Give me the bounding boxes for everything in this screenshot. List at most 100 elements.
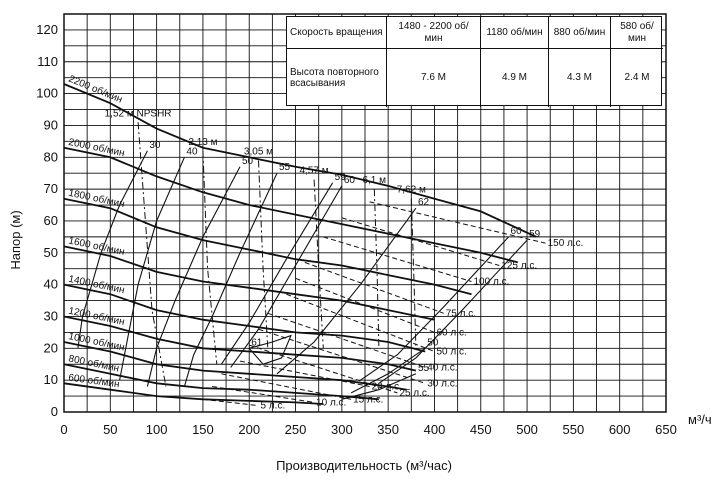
power-line-label: 30 л.с. <box>427 378 457 389</box>
y-tick-label: 20 <box>44 340 58 355</box>
table-speed-1: 1480 - 2200 об/мин <box>387 17 481 49</box>
y-tick-label: 120 <box>36 22 58 37</box>
efficiency-curve <box>360 236 510 381</box>
x-tick-label: 650 <box>655 422 677 437</box>
x-tick-label: 400 <box>424 422 446 437</box>
speed-curve <box>63 341 407 391</box>
speed-curve-label: 1800 об/мин <box>67 187 125 210</box>
npshr-label: 6,1 м <box>362 175 386 186</box>
y-tick-label: 30 <box>44 308 58 323</box>
efficiency-curve <box>183 172 278 387</box>
efficiency-label: 60 <box>344 175 356 186</box>
x-tick-label: 550 <box>563 422 585 437</box>
efficiency-curve <box>77 150 148 349</box>
power-line-label: 15 л.с. <box>353 394 383 405</box>
power-line-label: 150 л.с. <box>548 238 584 249</box>
y-tick-label: 90 <box>44 117 58 132</box>
table-speed-2: 1180 об/мин <box>481 17 549 49</box>
power-line-label: 40 л.с. <box>427 362 457 373</box>
efficiency-label: 59 <box>529 229 541 240</box>
efficiency-label: 55 <box>279 162 291 173</box>
npshr-line <box>137 122 167 387</box>
y-tick-label: 50 <box>44 245 58 260</box>
efficiency-label: 30 <box>149 140 161 151</box>
speed-curve-label: 1400 об/мин <box>67 273 125 296</box>
power-line <box>323 236 472 282</box>
y-axis-title: Напор (м) <box>8 210 23 269</box>
power-line <box>258 328 426 384</box>
power-line-label: 50 л.с. <box>436 347 466 358</box>
power-line <box>341 217 500 266</box>
table-header-label: Скорость вращения <box>287 17 387 49</box>
efficiency-curve <box>378 239 528 384</box>
x-tick-label: 600 <box>609 422 631 437</box>
efficiency-curve <box>248 334 292 365</box>
power-line-label: 25 л.с. <box>399 388 429 399</box>
speed-curve <box>63 315 417 372</box>
table-speed-4: 580 об/мин <box>611 17 663 49</box>
power-line-label: 100 л.с. <box>474 276 510 287</box>
table-speed-3: 880 об/мин <box>549 17 611 49</box>
npshr-label: 3,05 м <box>244 146 273 157</box>
speed-curve-label: 1000 об/мин <box>67 330 125 353</box>
power-line-label: 5 л.с. <box>260 401 285 412</box>
x-tick-label: 350 <box>377 422 399 437</box>
x-axis-ticks: 0 50 100 150 200 250 300 350 400 450 500 550 600 650 <box>60 422 676 437</box>
npshr-label: 7,62 м <box>397 185 426 196</box>
y-tick-label: 40 <box>44 277 58 292</box>
x-tick-label: 500 <box>516 422 538 437</box>
x-axis-title: Производительность (м³/час) <box>276 458 452 473</box>
x-tick-label: 300 <box>331 422 353 437</box>
x-tick-label: 0 <box>60 422 67 437</box>
y-tick-label: 100 <box>36 86 58 101</box>
y-tick-label: 0 <box>51 404 58 419</box>
npshr-label: 2,13 м <box>188 137 217 148</box>
speed-curve <box>63 197 472 296</box>
speed-curve-label: 1600 об/мин <box>67 235 125 258</box>
table-lift-1: 7.6 М <box>387 49 481 107</box>
y-tick-label: 110 <box>37 54 58 69</box>
efficiency-curve <box>230 185 343 368</box>
x-tick-label: 250 <box>285 422 307 437</box>
y-axis-ticks: 0 10 20 30 40 50 60 70 80 90 100 110 120 <box>36 22 58 419</box>
x-tick-label: 50 <box>103 422 117 437</box>
efficiency-curve <box>119 157 185 381</box>
npshr-label: 4,57 м <box>299 166 328 177</box>
efficiency-label: 59 <box>335 172 347 183</box>
power-line-label: 125 л.с. <box>501 261 537 272</box>
power-line <box>304 261 444 314</box>
efficiency-curve <box>276 207 417 375</box>
npshr-line <box>373 189 380 349</box>
efficiency-label: 50 <box>427 337 439 348</box>
efficiency-label: 61 <box>251 337 263 348</box>
power-line-label: 75 л.с. <box>446 308 476 319</box>
efficiency-label: 40 <box>186 146 198 157</box>
table-lift-2: 4.9 М <box>481 49 549 107</box>
x-tick-label: 200 <box>238 422 260 437</box>
speed-curve <box>63 283 426 353</box>
efficiency-label: 55 <box>418 363 430 374</box>
efficiency-curve <box>350 347 426 394</box>
efficiency-label: 60 <box>511 226 523 237</box>
power-line-label: 60 л.с. <box>436 327 466 338</box>
y-tick-label: 10 <box>44 372 58 387</box>
table-row-label: Высота повторного всасывания <box>287 49 387 107</box>
power-line <box>267 312 426 368</box>
efficiency-label: 50 <box>242 156 254 167</box>
table-lift-4: 2.4 М <box>624 72 650 84</box>
efficiency-curve <box>146 166 241 387</box>
speed-curve-label: 2000 об/мин <box>67 136 125 159</box>
suction-lift-table: Скорость вращения 1480 - 2200 об/мин 118… <box>286 16 663 107</box>
power-line-label: 10 л.с. <box>316 397 346 408</box>
speed-curve <box>63 146 519 264</box>
power-line <box>221 373 352 400</box>
npshr-label: 1,52 м NPSHR <box>105 108 172 119</box>
efficiency-label: 62 <box>418 197 430 208</box>
speed-curve-label: 1200 об/мин <box>67 305 125 328</box>
plot-frame <box>63 13 667 413</box>
power-line <box>239 360 370 387</box>
y-tick-label: 70 <box>44 181 58 196</box>
x-tick-label: 450 <box>470 422 492 437</box>
speed-curve <box>63 363 379 401</box>
x-axis-unit: м³/ч <box>688 412 712 427</box>
